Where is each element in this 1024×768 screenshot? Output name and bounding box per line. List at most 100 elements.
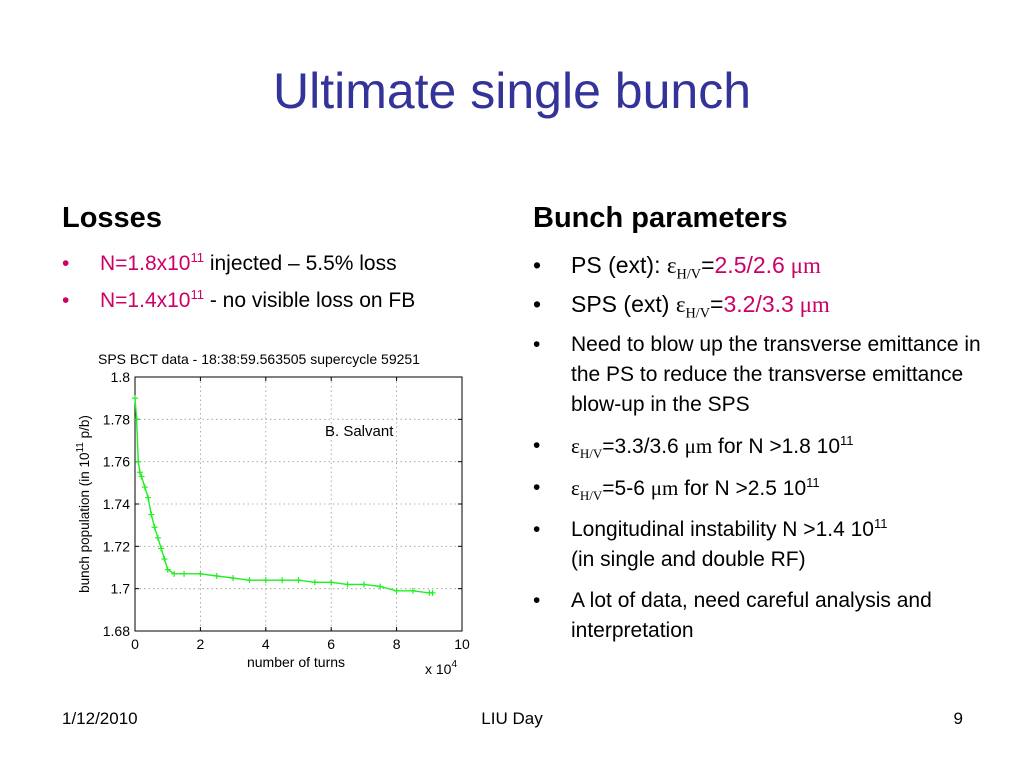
sps-label: SPS (ext) bbox=[571, 291, 676, 317]
x-multiplier-exponent: 4 bbox=[451, 659, 457, 670]
bullet-icon: • bbox=[533, 252, 542, 278]
y-label-exponent: 11 bbox=[75, 442, 86, 453]
bullet-icon: • bbox=[533, 589, 541, 612]
blowup-bullet: • Need to blow up the transverse emittan… bbox=[533, 330, 983, 420]
data-point-marker bbox=[311, 579, 318, 586]
data-point-marker bbox=[148, 511, 155, 518]
bullet-icon: • bbox=[533, 291, 542, 317]
epsilon-symbol: ε bbox=[571, 476, 580, 500]
chart-ticks: 0 2 4 6 8 10 1.68 1.7 1.72 1.74 1.76 1.78 1.8 bbox=[103, 369, 470, 652]
x-multiplier-base: x 10 bbox=[425, 661, 452, 677]
hv-subscript: H/V bbox=[685, 305, 711, 322]
micron-unit: μm bbox=[784, 253, 821, 278]
ps-emittance-bullet: • PS (ext): εH/V=2.5/2.6 μm bbox=[533, 252, 983, 282]
emittance-2-value: 5-6 bbox=[614, 477, 651, 500]
epsilon-symbol: ε bbox=[666, 253, 677, 278]
equals-sign: = bbox=[701, 252, 715, 278]
x-axis-label: number of turns bbox=[247, 654, 345, 670]
x-tick-label: 8 bbox=[393, 636, 401, 652]
chart-grid bbox=[135, 377, 462, 631]
x-tick-label: 6 bbox=[327, 636, 335, 652]
data-point-marker bbox=[377, 583, 384, 590]
bullet-icon: • bbox=[533, 518, 541, 541]
epsilon-symbol: ε bbox=[571, 434, 580, 458]
y-tick-label: 1.72 bbox=[103, 538, 130, 554]
loss-bullet-2: • N=1.4x1011 - no visible loss on FB bbox=[62, 287, 512, 313]
equals-sign: = bbox=[710, 291, 724, 317]
loss-1-exponent: 11 bbox=[190, 250, 204, 265]
emittance-2-bullet: • εH/V=5-6 μm for N >2.5 1011 bbox=[533, 473, 983, 504]
data-point-marker bbox=[360, 581, 367, 588]
hv-subscript: H/V bbox=[579, 488, 603, 504]
analysis-bullet: • A lot of data, need careful analysis a… bbox=[533, 586, 983, 646]
x-tick-label: 10 bbox=[454, 636, 470, 652]
loss-2-intensity: N=1.4x10 bbox=[100, 289, 191, 312]
loss-2-text: - no visible loss on FB bbox=[204, 289, 416, 312]
chart-series bbox=[132, 395, 436, 596]
micron-unit: μm bbox=[793, 292, 830, 317]
emittance-1-condition: for N >1.8 10 bbox=[712, 435, 840, 458]
hv-subscript: H/V bbox=[579, 446, 603, 462]
data-point-marker bbox=[344, 581, 351, 588]
bunch-parameters-heading: Bunch parameters bbox=[533, 202, 788, 234]
x-tick-label: 2 bbox=[197, 636, 205, 652]
data-point-marker bbox=[328, 579, 335, 586]
longitudinal-bullet: • Longitudinal instability N >1.4 1011 (i… bbox=[533, 515, 983, 575]
data-point-marker bbox=[135, 458, 142, 465]
data-point-marker bbox=[246, 577, 253, 584]
y-tick-label: 1.68 bbox=[103, 623, 130, 639]
data-point-marker bbox=[164, 566, 171, 573]
blowup-text: Need to blow up the transverse emittance… bbox=[571, 333, 981, 416]
bct-chart: SPS BCT data - 18:38:59.563505 supercycl… bbox=[75, 351, 470, 677]
data-point-marker bbox=[181, 570, 188, 577]
loss-2-exponent: 11 bbox=[190, 287, 204, 302]
data-point-marker bbox=[213, 572, 220, 579]
footer-page-number: 9 bbox=[953, 709, 963, 728]
longitudinal-rf-text: (in single and double RF) bbox=[571, 548, 806, 571]
data-point-marker bbox=[141, 484, 148, 491]
equals-sign: = bbox=[602, 435, 615, 458]
footer-event: LIU Day bbox=[481, 709, 543, 728]
data-point-marker bbox=[230, 575, 237, 582]
bullet-icon: • bbox=[533, 434, 541, 457]
data-point-marker bbox=[145, 494, 152, 501]
data-point-marker bbox=[262, 577, 269, 584]
y-tick-label: 1.74 bbox=[103, 496, 130, 512]
data-point-marker bbox=[133, 416, 140, 423]
x-multiplier: x 104 bbox=[425, 659, 457, 677]
loss-1-intensity: N=1.8x10 bbox=[100, 252, 191, 275]
sps-emittance-value: 3.2/3.3 bbox=[723, 291, 794, 317]
bullet-icon: • bbox=[533, 333, 541, 356]
y-label-prefix: bunch population (in 10 bbox=[77, 453, 92, 593]
exponent: 11 bbox=[840, 433, 854, 448]
y-axis-label: bunch population (in 1011 p/b) bbox=[75, 415, 92, 593]
exponent: 11 bbox=[806, 475, 820, 490]
exponent: 11 bbox=[873, 516, 888, 531]
emittance-2-condition: for N >2.5 10 bbox=[678, 477, 807, 500]
bullet-icon: • bbox=[62, 252, 70, 275]
emittance-1-bullet: • εH/V=3.3/3.6 μm for N >1.8 1011 bbox=[533, 431, 983, 462]
loss-bullet-1: • N=1.8x1011 injected – 5.5% loss bbox=[62, 250, 512, 276]
data-point-marker bbox=[197, 570, 204, 577]
analysis-text: A lot of data, need careful analysis and… bbox=[571, 589, 932, 642]
sps-emittance-bullet: • SPS (ext) εH/V=3.2/3.3 μm bbox=[533, 291, 983, 321]
bullet-icon: • bbox=[62, 289, 70, 312]
data-point-marker bbox=[429, 589, 436, 596]
slide-title: Ultimate single bunch bbox=[272, 63, 752, 119]
micron-unit: μm bbox=[684, 434, 713, 458]
chart-title: SPS BCT data - 18:38:59.563505 supercycl… bbox=[98, 351, 420, 367]
data-point-marker bbox=[154, 534, 161, 541]
x-tick-label: 0 bbox=[131, 636, 139, 652]
y-tick-label: 1.78 bbox=[103, 411, 130, 427]
chart-annotation: B. Salvant bbox=[325, 423, 394, 440]
bunch-parameters-list: • PS (ext): εH/V=2.5/2.6 μm • SPS (ext) … bbox=[533, 252, 983, 657]
y-tick-label: 1.8 bbox=[111, 369, 131, 385]
data-point-marker bbox=[171, 570, 178, 577]
y-label-suffix: p/b) bbox=[77, 415, 92, 442]
data-point-marker bbox=[295, 577, 302, 584]
bullet-icon: • bbox=[533, 476, 541, 499]
data-point-marker bbox=[132, 395, 138, 402]
data-point-marker bbox=[279, 577, 286, 584]
losses-list: • N=1.8x1011 injected – 5.5% loss • N=1.… bbox=[62, 250, 512, 326]
hv-subscript: H/V bbox=[676, 266, 702, 283]
